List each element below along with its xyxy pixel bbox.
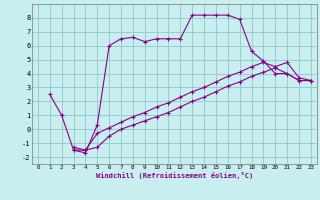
X-axis label: Windchill (Refroidissement éolien,°C): Windchill (Refroidissement éolien,°C) [96, 172, 253, 179]
